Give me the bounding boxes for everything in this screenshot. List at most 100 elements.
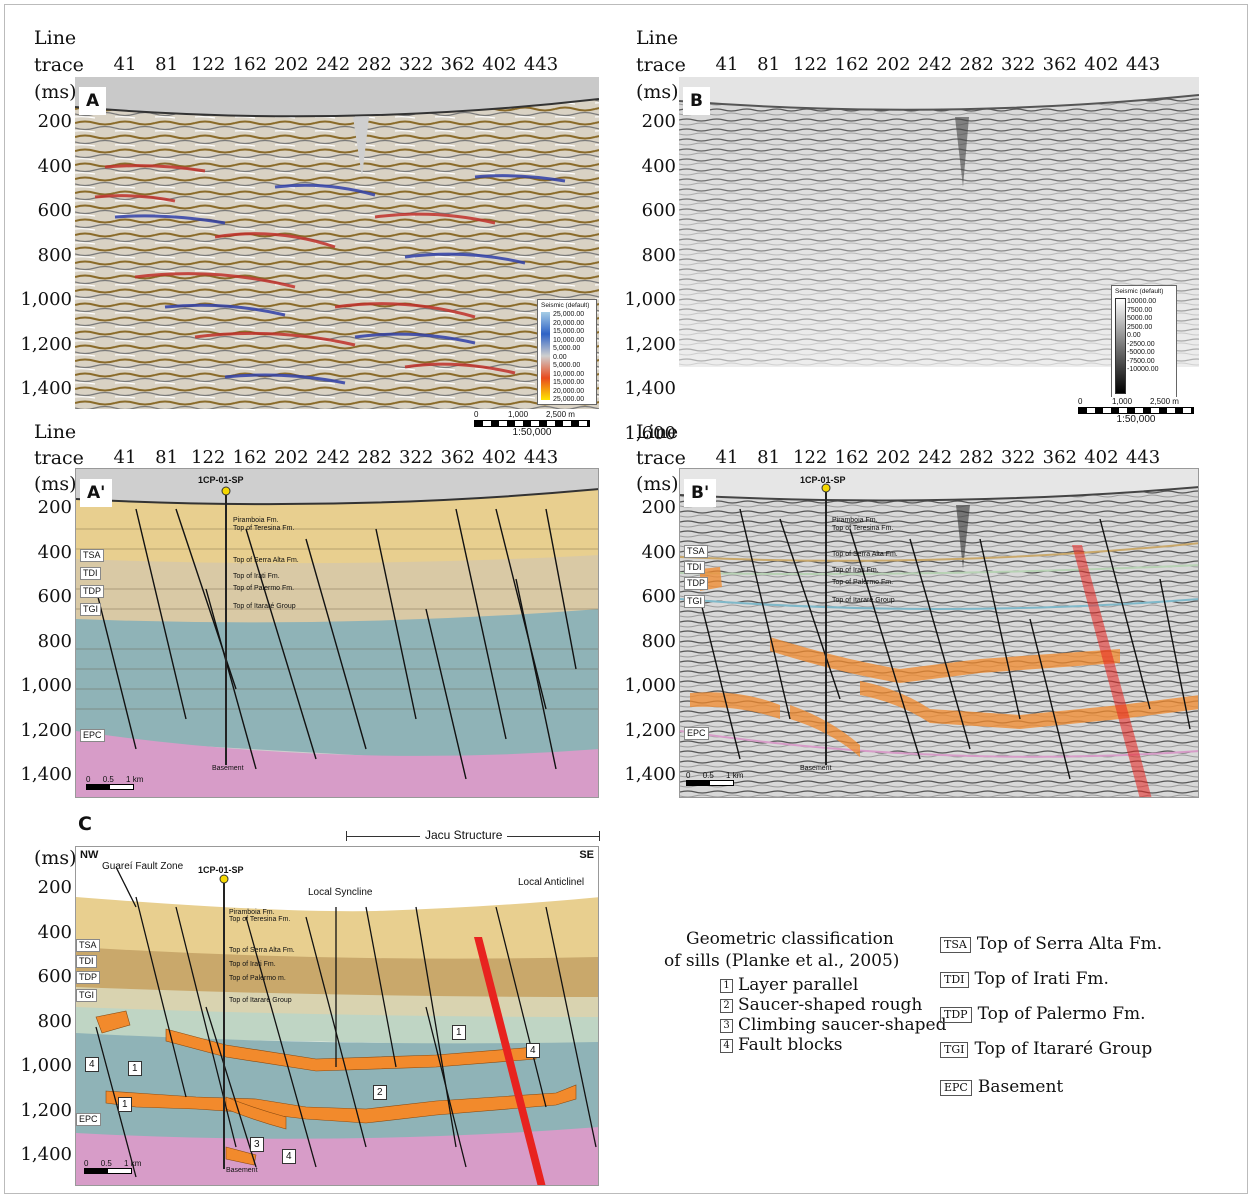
well-c-1: Top of Teresina Fm. — [229, 916, 291, 923]
depth-tick: 800 — [37, 630, 72, 652]
seismic-panel-b: B Seismic (default) 10000.00 7500.00 5000.… — [679, 77, 1199, 397]
depth-tick: 400 — [37, 155, 72, 177]
km-bar-a2 — [86, 784, 134, 790]
depth-tick: 1,600 — [624, 422, 676, 444]
well-top-b2-4: Top of Palermo Fm. — [832, 579, 894, 586]
sill-num-3: 3 — [720, 1018, 733, 1033]
depth-tick: 1,200 — [624, 719, 676, 741]
trace-tick: 443 — [523, 54, 559, 75]
colorbar-value: 15,000.00 — [553, 379, 585, 386]
tag-tsa-c: TSA — [76, 939, 100, 952]
well-top-a2-3: Top of Irati Fm. — [233, 573, 280, 580]
km-a2-2: 1 km — [126, 775, 144, 784]
depth-tick: 400 — [641, 155, 676, 177]
depth-tick: 400 — [37, 541, 72, 563]
depth-tick: 800 — [37, 1010, 72, 1032]
sill-num-2: 2 — [720, 998, 733, 1013]
legend-title-2: of sills (Planke et al., 2005) — [664, 951, 900, 971]
scalebar-km-a2: 0 0.5 1 km — [86, 775, 156, 790]
callout-c-6: 4 — [85, 1057, 99, 1072]
legend-title-1: Geometric classification — [686, 929, 894, 949]
trace-tick: 81 — [155, 54, 179, 75]
trace-tick: 282 — [959, 447, 994, 468]
km-b2-0: 0 — [686, 771, 691, 780]
trace-tick: 81 — [757, 54, 781, 75]
colorbar-value: 7500.00 — [1127, 306, 1153, 314]
line-label-b: Line — [636, 27, 679, 49]
trace-tick: 402 — [1084, 447, 1119, 468]
colorbar-value: 0.00 — [553, 353, 567, 361]
interpretation-a2 — [76, 469, 598, 797]
km-a2-1: 0.5 — [102, 775, 114, 784]
depth-tick: 200 — [641, 111, 676, 132]
scalebar-top-b: 0 1,000 2,500 m 1:50,000 — [1078, 397, 1194, 425]
well-c-4: Top of Palermo m. — [229, 975, 286, 982]
horizon-label-epc: Basement — [977, 1077, 1064, 1097]
scale-a-1: 1,000 — [508, 410, 529, 419]
km-bar-c — [84, 1168, 132, 1174]
horizon-tag-tdp: TDP — [940, 1006, 972, 1023]
panel-label-b: B — [683, 87, 710, 115]
depth-tick: 1,400 — [624, 378, 676, 399]
well-top-b2-2: Top of Serra Alta Fm. — [832, 551, 898, 558]
trace-label-a2: trace — [34, 447, 84, 469]
cross-section-c — [76, 847, 598, 1185]
well-name-b2: 1CP-01-SP — [800, 475, 846, 485]
interpreted-panel-b2: B' 1CP-01-SP Piramboia Fm. Top of Teresi… — [679, 468, 1199, 798]
scalebar-top-a: 0 1,000 2,500 m 1:50,000 — [474, 410, 590, 438]
depth-tick: 600 — [37, 586, 72, 607]
trace-tick: 202 — [274, 54, 309, 75]
depth-tick: 1,000 — [20, 1055, 72, 1076]
colorbar-value: 5,000.00 — [553, 362, 581, 369]
depth-tick: 200 — [37, 111, 72, 132]
trace-tick: 362 — [1042, 447, 1077, 468]
trace-tick: 41 — [715, 54, 739, 75]
horizon-label-tsa: Top of Serra Alta Fm. — [976, 934, 1163, 954]
well-c-3: Top of Irati Fm. — [229, 961, 276, 968]
callout-c-1: 1 — [128, 1061, 142, 1076]
well-c-2: Top of Serra Alta Fm. — [229, 947, 295, 954]
trace-tick: 282 — [959, 54, 994, 75]
sill-num-1: 1 — [720, 978, 733, 993]
depth-tick: 1,200 — [20, 1099, 72, 1121]
colorbar-value: 25,000.00 — [553, 396, 585, 403]
tag-tsa-a2: TSA — [80, 549, 104, 562]
interpreted-panel-a2: A' 1CP-01-SP Piramboia Fm. Top of Teresi… — [75, 468, 599, 798]
tag-epc-b2: EPC — [684, 727, 709, 740]
scale-b-0: 0 — [1078, 397, 1083, 406]
colorbar-value: 25,000.00 — [553, 311, 585, 318]
label-nw: NW — [80, 849, 99, 861]
depth-tick: 1,000 — [624, 675, 676, 696]
colorbar-b-gradient — [1115, 298, 1126, 394]
depth-tick: 600 — [37, 966, 72, 987]
horizon-label-tdi: Top of Irati Fm. — [974, 969, 1109, 989]
line-label-a2: Line — [34, 421, 77, 443]
panel-label-c: C — [78, 813, 92, 835]
well-c-6: Basement — [226, 1167, 258, 1174]
tag-epc-c: EPC — [76, 1113, 101, 1126]
colorbar-a-values: 25,000.00 20,000.00 15,000.00 10,000.00 5,00… — [553, 311, 584, 405]
horizon-item-tgi: TGI Top of Itararé Group — [940, 1040, 1152, 1059]
colorbar-value: 2500.00 — [1127, 323, 1153, 331]
well-name-c: 1CP-01-SP — [198, 865, 244, 875]
scalebar-km-b2: 0 0.5 1 km — [686, 771, 756, 786]
depth-tick: 600 — [641, 586, 676, 607]
km-a2-0: 0 — [86, 775, 91, 784]
well-name-a2: 1CP-01-SP — [198, 475, 244, 485]
depth-tick: 1,200 — [624, 333, 676, 355]
trace-tick: 402 — [1084, 54, 1119, 75]
depth-tick: 200 — [37, 497, 72, 518]
panel-label-a: A — [79, 87, 107, 115]
trace-label-b: trace — [636, 54, 686, 76]
colorbar-value: 15,000.00 — [553, 328, 585, 335]
km-c-1: 0.5 — [100, 1159, 112, 1168]
depth-tick: 1,400 — [20, 764, 72, 785]
panel-label-b2: B' — [684, 479, 717, 507]
figure-frame — [4, 4, 1248, 1194]
scalebar-km-c: 0 0.5 1 km — [84, 1159, 154, 1174]
colorbar-value: 20,000.00 — [553, 387, 585, 395]
scale-a-0: 0 — [474, 410, 479, 419]
km-b2-2: 1 km — [726, 771, 744, 780]
sill-num-4: 4 — [720, 1038, 733, 1053]
colorbar-value: 0.00 — [1127, 332, 1141, 339]
